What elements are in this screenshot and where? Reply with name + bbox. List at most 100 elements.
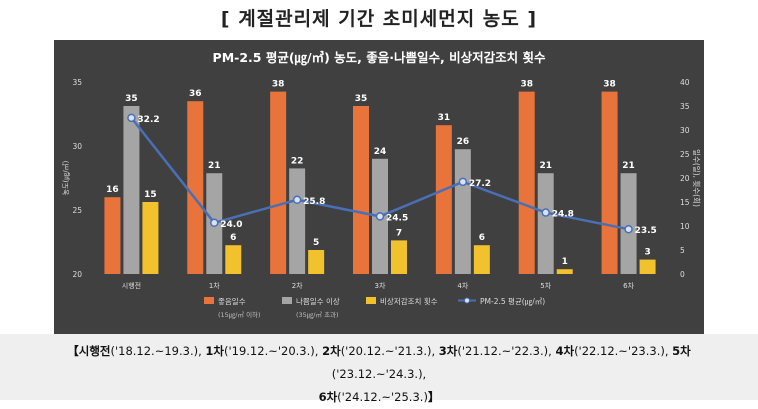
bar-value-label: 21 [208,161,221,171]
legend-entry: 나쁨일수 이상 [296,296,340,306]
footnote-period-label: 6차 [318,390,338,404]
pm25-point [541,208,550,217]
footnote-period-range: ('21.12.~'22.3.), [457,344,556,358]
footnote-period-label: 4차 [555,344,575,358]
pm25-value-label: 27.2 [469,179,491,189]
chart-title: PM-2.5 평균(㎍/㎥) 농도, 좋음·나쁨일수, 비상저감조치 횟수 [213,50,546,66]
pm25-value-label: 24.5 [386,213,408,223]
bar-emergency [391,240,407,274]
footnote-period-label: 2차 [322,344,341,358]
bar-good [518,91,535,274]
y-left-tick-label: 20 [72,270,82,279]
bar-bad [537,173,554,274]
bar-value-label: 24 [374,147,387,157]
footnote-line-1: 【시행전('18.12.~19.3.), 1차('19.12.~'20.3.),… [30,340,728,386]
x-tick-label: 시행전 [122,281,141,290]
bar-bad [620,173,637,274]
footnote-period-label: 1차 [205,344,224,358]
pm25-point [210,218,219,228]
y-right-tick-label: 30 [680,126,690,135]
y-left-tick-label: 25 [72,206,82,215]
bar-value-label: 35 [355,94,368,104]
bar-emergency [639,259,656,274]
bar-value-label: 5 [313,238,319,248]
y-right-tick-label: 10 [680,222,690,231]
bar-emergency [225,245,242,274]
period-footnote: 【시행전('18.12.~19.3.), 1차('19.12.~'20.3.),… [30,340,728,409]
page-title: [ 계절관리제 기간 초미세먼지 농도 ] [220,8,538,30]
bar-value-label: 36 [189,89,202,99]
footnote-period-range: ('18.12.~19.3.), [110,344,206,358]
pm25-value-label: 32.2 [137,115,159,125]
bar-value-label: 22 [291,156,304,166]
bar-good [104,197,121,274]
x-tick-label: 1차 [209,281,220,290]
bar-value-label: 31 [438,113,451,123]
bar-good [353,106,369,274]
y-right-axis-label: 일수(일), 횟수(회) [692,149,702,207]
footnote-band [0,334,758,400]
pm25-point [375,212,385,221]
footnote-period-range: ('20.12.~'21.3.), [340,344,439,358]
pm25-point [624,224,633,234]
bar-good [187,101,204,274]
legend-entry: 좋음일수 [218,297,246,306]
footnote-period-label: 】 [427,390,440,404]
bar-good [270,91,287,274]
bar-value-label: 21 [539,161,552,171]
bar-value-label: 35 [125,94,138,104]
x-tick-label: 5차 [540,281,551,290]
bar-value-label: 38 [272,80,285,90]
y-right-tick-label: 0 [680,270,685,279]
legend-entry-sub: (15㎍/㎥ 이하) [218,310,261,320]
bar-good [601,91,618,274]
footnote-period-label: 【시행전 [67,344,111,358]
pm25-value-label: 24.8 [552,210,574,220]
chart: PM-2.5 평균(㎍/㎥) 농도, 좋음·나쁨일수, 비상저감조치 횟수 20 2… [61,50,702,320]
footnote-period-label: 3차 [438,344,458,358]
pm25-point [458,177,468,187]
pm25-value-label: 23.5 [635,226,657,236]
x-tick-label: 6차 [623,281,634,290]
legend-entry: 비상저감조치 횟수 [380,296,438,306]
legend-entry: PM-2.5 평균(㎍/㎥) [480,296,545,307]
legend-swatch [366,297,376,304]
bar-value-label: 26 [457,137,470,147]
bar-bad [454,149,471,274]
legend-swatch [204,297,214,304]
bar-bad [289,168,306,274]
x-tick-label: 4차 [457,281,468,290]
bar-value-label: 1 [562,257,568,267]
bar-bad [123,106,140,274]
footnote-period-range: ('22.12.~'23.3.), [574,344,673,358]
x-tick-label: 2차 [292,281,303,290]
bar-value-label: 21 [622,161,635,171]
y-left-tick-label: 35 [72,78,82,87]
bar-value-label: 3 [644,248,650,258]
bar-emergency [308,250,325,274]
y-left-tick-label: 30 [72,142,82,151]
y-right-tick-label: 15 [680,198,690,207]
bar-emergency [556,269,573,274]
pm25-value-label: 24.0 [220,220,242,230]
y-right-tick-label: 5 [680,246,685,255]
footnote-period-range: ('24.12.~'25.3.) [337,390,428,404]
footnote-period-label: 5차 [672,344,691,358]
footnote-period-range: ('19.12.~'20.3.), [224,344,323,358]
bar-value-label: 6 [230,233,236,243]
pm25-point [292,195,302,205]
pm25-value-label: 25.8 [303,197,325,207]
y-right-tick-label: 40 [680,78,690,87]
bar-value-label: 7 [396,228,402,238]
bar-value-label: 38 [520,80,533,90]
footnote-line-2: 6차('24.12.~'25.3.)】 [30,386,728,409]
y-left-axis-label: 농도(㎍/㎥) [61,160,71,195]
y-right-tick-label: 20 [680,174,690,183]
bar-value-label: 6 [479,233,485,243]
footnote-period-range: ('23.12.~'24.3.), [331,367,427,381]
legend-swatch-marker [464,297,470,304]
bar-emergency [473,245,490,274]
pm25-point [127,113,136,123]
bar-emergency [142,202,159,274]
x-tick-label: 3차 [375,281,386,290]
